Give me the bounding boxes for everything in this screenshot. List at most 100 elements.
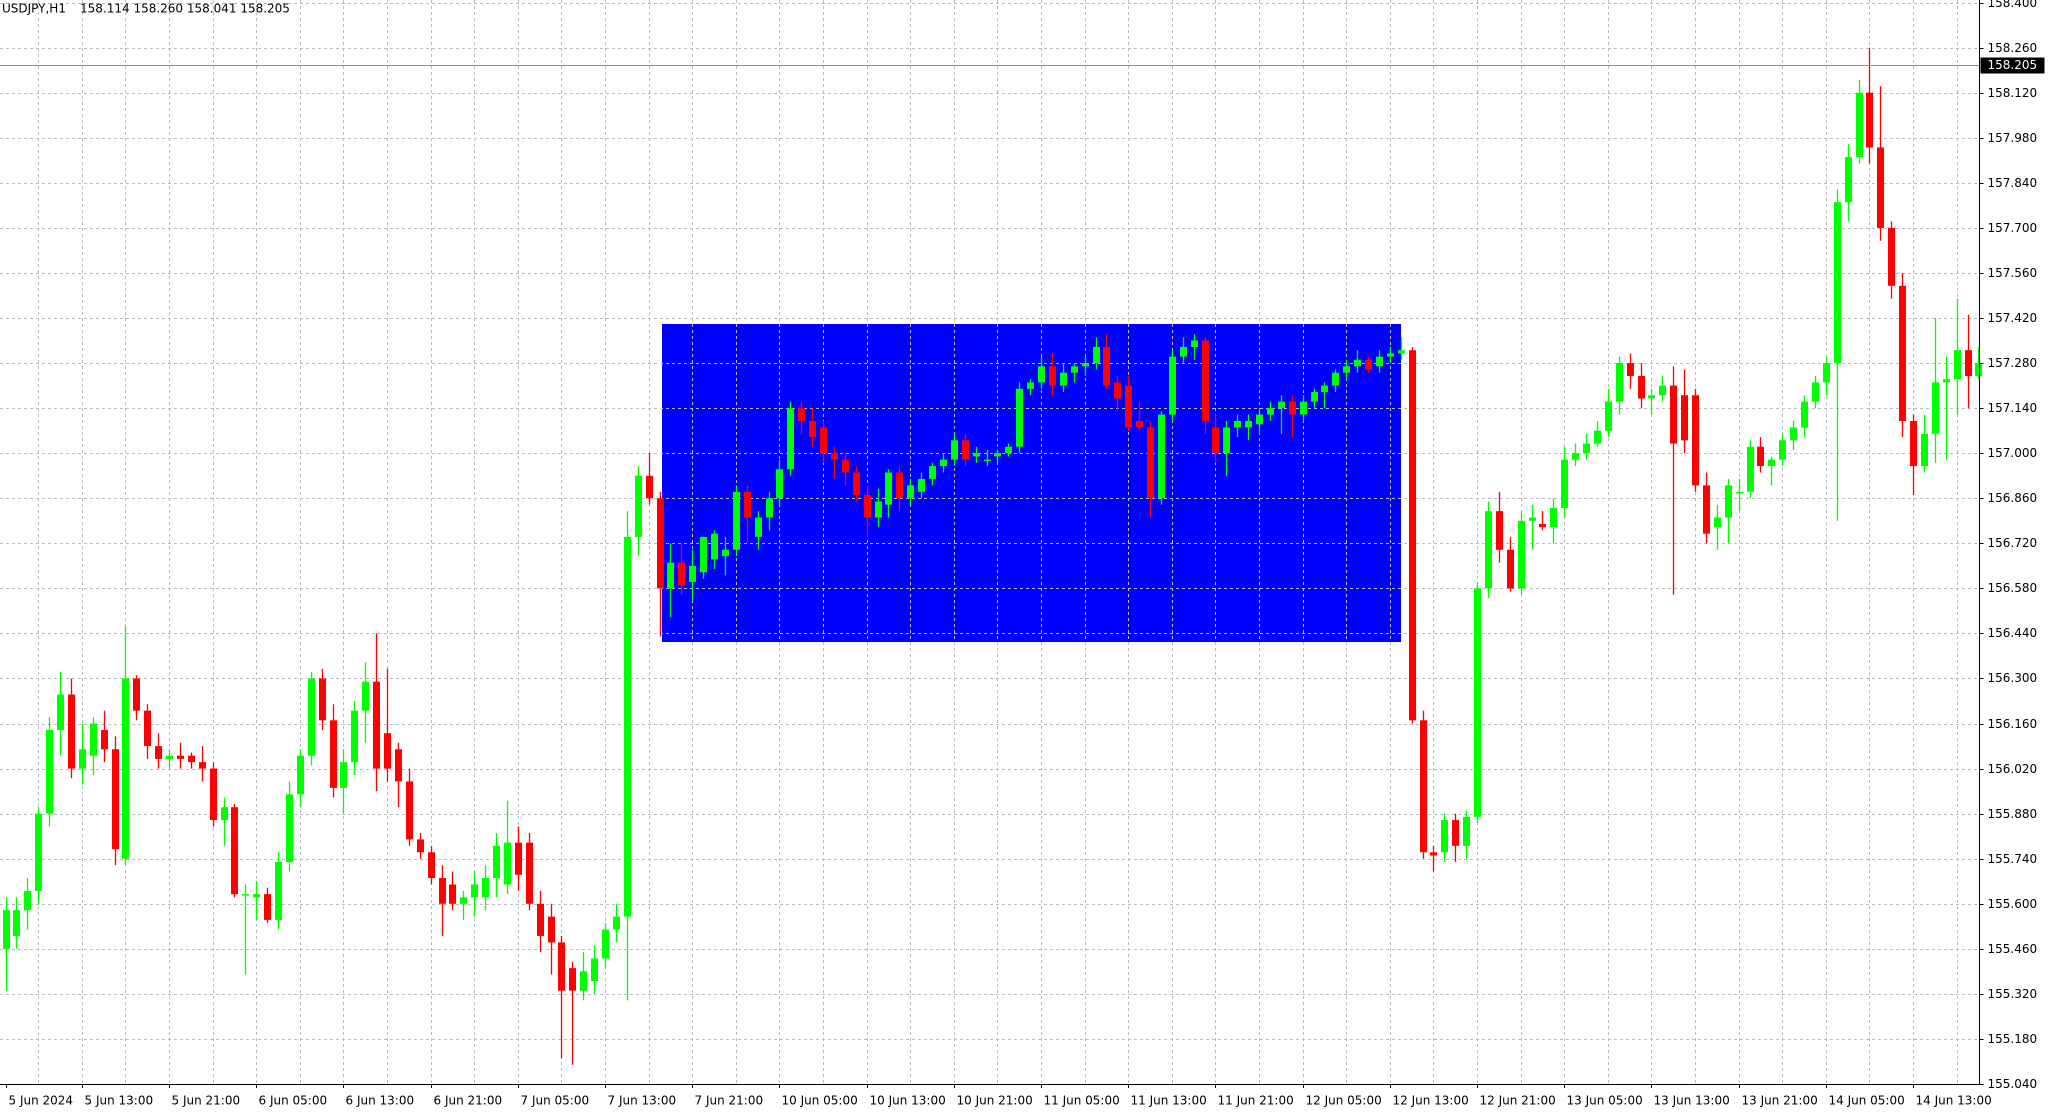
candle-body	[1899, 285, 1906, 421]
candle-body	[221, 807, 228, 821]
candle-body	[1572, 453, 1579, 460]
candle-body	[330, 720, 337, 788]
candle-body	[101, 729, 108, 750]
candle-body	[1507, 549, 1514, 589]
y-tick-label: 157.840	[1988, 176, 2038, 190]
x-tick-label: 13 Jun 13:00	[1654, 1094, 1730, 1108]
candle-body	[308, 678, 315, 756]
candle-body	[940, 459, 947, 467]
price-label-box	[1980, 57, 2045, 74]
x-tick-label: 11 Jun 05:00	[1044, 1094, 1120, 1108]
candle-body	[1768, 459, 1775, 467]
candle-body	[1005, 446, 1012, 454]
y-tick-label: 156.160	[1988, 717, 2038, 731]
candle-body	[1681, 395, 1688, 441]
candle-body	[1518, 520, 1525, 589]
candle-body	[133, 678, 140, 711]
grid	[0, 0, 1980, 1085]
candle-body	[1648, 395, 1655, 399]
candle-body	[1856, 92, 1863, 158]
candle-body	[1670, 385, 1677, 444]
candle-body	[1496, 511, 1503, 550]
x-tick-label: 14 Jun 13:00	[1916, 1094, 1992, 1108]
y-tick-label: 157.280	[1988, 356, 2038, 370]
x-tick-label: 10 Jun 21:00	[957, 1094, 1033, 1108]
candle-body	[199, 762, 206, 769]
x-tick-label: 7 Jun 05:00	[521, 1094, 590, 1108]
candle-body	[1180, 346, 1187, 357]
candle-body	[853, 472, 860, 496]
candle-body	[1387, 353, 1394, 357]
candle-body	[1267, 408, 1274, 415]
y-tick-label: 158.260	[1988, 41, 2038, 55]
candle-body	[177, 755, 184, 759]
candle-body	[1910, 420, 1917, 467]
candle-body	[1016, 388, 1023, 447]
candle-body	[1027, 382, 1034, 389]
candle-body	[1420, 720, 1427, 853]
candle-body	[689, 565, 696, 582]
candle-body	[1114, 382, 1121, 399]
candle-body	[1790, 427, 1797, 441]
candle-body	[1234, 420, 1241, 428]
candle-body	[439, 878, 446, 904]
candle-body	[1093, 346, 1100, 364]
candle-body	[1965, 350, 1972, 376]
candle-body	[1300, 401, 1307, 415]
candle-body	[1725, 485, 1732, 518]
candle-body	[722, 549, 729, 557]
x-tick-label: 13 Jun 21:00	[1742, 1094, 1818, 1108]
y-tick-label: 156.860	[1988, 491, 2038, 505]
candle-body	[79, 749, 86, 769]
candle-body	[122, 678, 129, 859]
candle-body	[1452, 820, 1459, 846]
x-tick-label: 10 Jun 13:00	[870, 1094, 946, 1108]
candle-body	[340, 762, 347, 788]
candle-body	[1834, 202, 1841, 364]
candle-body	[242, 894, 249, 896]
candle-body	[1376, 356, 1383, 367]
candle-body	[1747, 446, 1754, 492]
candle-body	[864, 495, 871, 518]
candle-body	[1103, 346, 1110, 386]
candle-body	[1692, 395, 1699, 486]
candle-body	[1332, 372, 1339, 386]
candle-body	[1627, 363, 1634, 376]
candle-body	[1736, 491, 1743, 494]
y-tick-label: 157.140	[1988, 401, 2038, 415]
candle-body	[1038, 366, 1045, 383]
candle-body	[733, 491, 740, 550]
candle-body	[68, 694, 75, 769]
candle-body	[1311, 392, 1318, 402]
candle-body	[700, 536, 707, 573]
candle-body	[929, 466, 936, 479]
candle-body	[1245, 420, 1252, 428]
candle-body	[493, 845, 500, 879]
candle-body	[711, 533, 718, 560]
x-tick-label: 11 Jun 13:00	[1131, 1094, 1207, 1108]
candle-body	[1779, 440, 1786, 460]
candle-body	[460, 897, 467, 904]
candle-body	[1812, 382, 1819, 402]
candle-body	[1932, 382, 1939, 434]
candle-body	[962, 440, 969, 460]
x-tick-label: 6 Jun 13:00	[346, 1094, 415, 1108]
candle-body	[449, 884, 456, 904]
y-tick-label: 157.420	[1988, 311, 2038, 325]
y-tick-label: 157.700	[1988, 221, 2038, 235]
candle-body	[384, 733, 391, 769]
candle-body	[1583, 443, 1590, 454]
candle-body	[504, 842, 511, 885]
y-tick-label: 156.300	[1988, 671, 2038, 685]
y-tick-label: 157.560	[1988, 266, 2038, 280]
candle-body	[1877, 147, 1884, 228]
highlight-rectangle	[662, 324, 1401, 642]
candle-body	[984, 459, 991, 462]
candle-body	[264, 894, 271, 920]
candle-body	[1757, 446, 1764, 467]
candle-body	[744, 491, 751, 518]
candle-body	[417, 839, 424, 853]
x-tick-label: 5 Jun 21:00	[172, 1094, 241, 1108]
candle-body	[297, 755, 304, 795]
